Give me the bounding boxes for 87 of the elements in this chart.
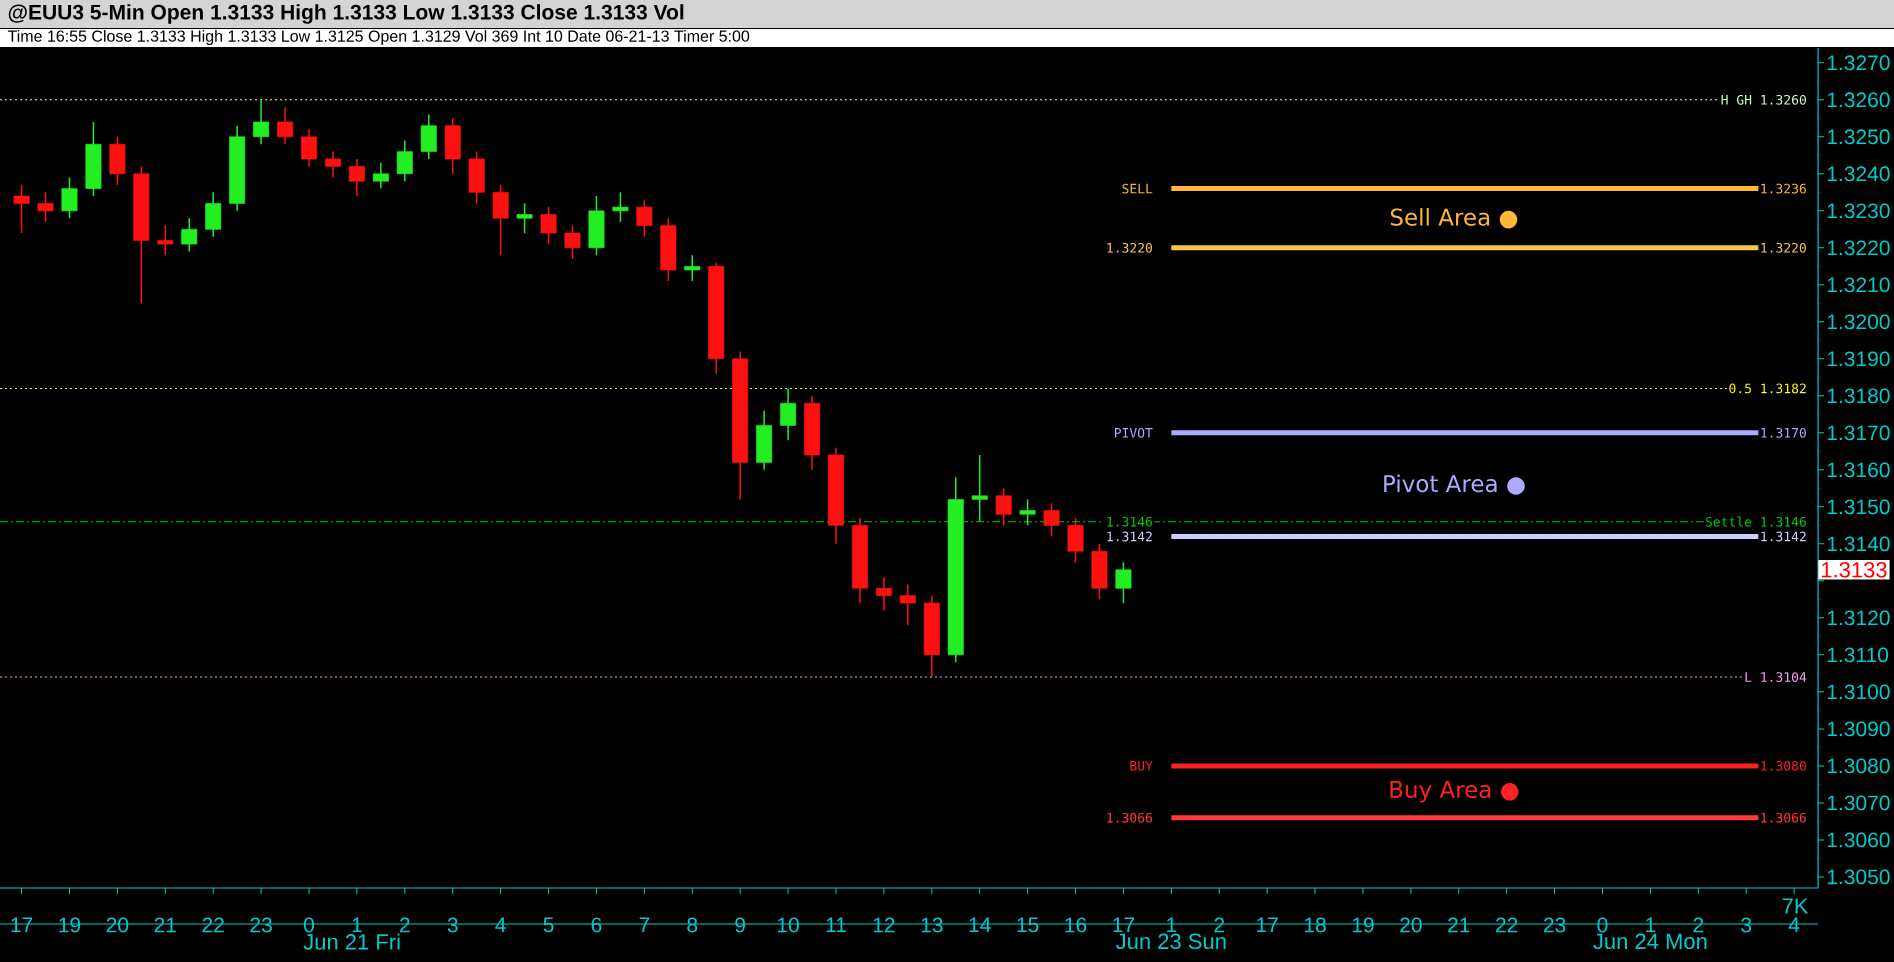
text: Jun 23 Sun <box>1116 933 1226 950</box>
chart-subtitle: Time 16:55 Close 1.3133 High 1.3133 Low 1.3125 Open 1.3129 Vol 369 Int 10 Date 06-21-13 Timer 5:00 <box>7 30 750 45</box>
annotation: PIVOT <box>1114 427 1153 438</box>
x-tick-label: 22 <box>1496 917 1518 933</box>
y-tick-label: 1.3140 <box>1827 536 1890 552</box>
x-tick-label: 13 <box>921 917 943 933</box>
y-tick-label: 1.3260 <box>1827 92 1890 108</box>
y-tick-label: 1.3070 <box>1827 795 1890 811</box>
ref-line-label: 1.3080 <box>1761 760 1806 771</box>
annotation: BUY <box>1130 761 1153 771</box>
y-tick-label: 1.3250 <box>1827 129 1890 145</box>
x-tick-label: 15 <box>1017 917 1039 933</box>
x-tick-label: 17 <box>1113 917 1135 932</box>
annotation: Pivot Area ● <box>1384 474 1525 495</box>
y-tick-label: 1.3230 <box>1827 203 1890 219</box>
x-tick-label: 1 <box>352 917 362 932</box>
ref-line-label: 0.5 1.3182 <box>1729 383 1806 394</box>
x-tick-label: 5 <box>543 917 554 933</box>
text: Jun 24 Mon <box>1593 933 1707 950</box>
annotation: SELL <box>1122 183 1153 194</box>
ref-line-label: 1.3170 <box>1761 427 1806 438</box>
x-tick-label: 18 <box>1304 917 1326 933</box>
y-tick-label: 1.3050 <box>1827 869 1890 885</box>
y-tick-label: 1.3210 <box>1827 277 1890 293</box>
x-tick-label: 8 <box>687 917 698 933</box>
x-tick-label: 4 <box>1788 917 1800 932</box>
x-tick-label: 22 <box>202 917 224 933</box>
x-tick-label: 0 <box>303 917 315 933</box>
ref-line-label: H GH 1.3260 <box>1721 94 1806 105</box>
x-tick-label: 19 <box>59 917 81 933</box>
x-tick-label: 17 <box>11 917 33 932</box>
x-tick-label: 0 <box>1597 917 1608 933</box>
ref-line-label: Settle 1.3146 <box>1705 516 1806 527</box>
y-tick-label: 1.3080 <box>1827 758 1890 774</box>
y-tick-label: 1.3120 <box>1827 610 1890 626</box>
x-tick-label: 14 <box>969 917 991 932</box>
chart-title: @EUU3 5-Min Open 1.3133 High 1.3133 Low 1.3133 Close 1.3133 Vol <box>8 4 684 24</box>
annotation: Buy Area ● <box>1390 781 1519 803</box>
ref-line-label: 1.3220 <box>1761 242 1806 253</box>
x-tick-label: 23 <box>250 917 272 933</box>
ref-line-label: L 1.3104 <box>1745 672 1807 682</box>
y-tick-label: 1.3180 <box>1827 388 1890 404</box>
x-tick-label: 2 <box>400 917 410 933</box>
ref-line-label: 1.3066 <box>1761 812 1806 823</box>
annotation: Sell Area ● <box>1390 208 1518 229</box>
y-tick-label: 1.3160 <box>1827 462 1890 478</box>
x-tick-label: 16 <box>1065 917 1087 933</box>
y-tick-label: 1.3110 <box>1827 647 1889 663</box>
x-tick-label: 7 <box>639 917 650 932</box>
x-tick-label: 1 <box>1167 917 1177 932</box>
y-tick-label: 1.3170 <box>1827 425 1890 441</box>
y-tick-label: 1.3100 <box>1827 684 1890 700</box>
ref-line-label: 1.3142 <box>1761 531 1806 542</box>
y-tick-label: 1.3220 <box>1827 240 1890 256</box>
x-tick-label: 21 <box>154 917 176 933</box>
annotation: 1.3146 <box>1107 516 1153 527</box>
ref-line-label: 1.3236 <box>1761 183 1806 194</box>
x-tick-label: 21 <box>1448 917 1470 933</box>
text: 7K <box>1782 898 1809 914</box>
x-tick-label: 9 <box>735 917 746 933</box>
annotation: 1.3066 <box>1107 812 1153 823</box>
x-tick-label: 2 <box>1214 917 1225 933</box>
x-tick-label: 1 <box>1646 917 1656 932</box>
y-tick-label: 1.3190 <box>1827 351 1890 367</box>
y-tick-label: 1.3240 <box>1827 166 1890 182</box>
y-tick-label: 1.3150 <box>1827 499 1890 515</box>
y-tick-label: 1.3200 <box>1827 314 1890 330</box>
y-tick-label: 1.3060 <box>1827 832 1890 848</box>
x-tick-label: 6 <box>591 917 602 933</box>
x-tick-label: 10 <box>778 917 799 933</box>
x-tick-label: 20 <box>1400 917 1422 933</box>
x-tick-label: 20 <box>106 917 129 933</box>
x-tick-label: 2 <box>1693 917 1704 933</box>
x-tick-label: 23 <box>1543 917 1566 933</box>
y-tick-label: 1.3090 <box>1827 721 1890 737</box>
text: Jun 21 Fri <box>303 933 400 950</box>
x-tick-label: 3 <box>447 917 458 933</box>
x-tick-label: 19 <box>1352 917 1374 933</box>
x-tick-label: 3 <box>1741 917 1752 933</box>
x-tick-label: 12 <box>873 917 895 933</box>
annotation: 1.3220 <box>1107 242 1153 253</box>
text: 1.3133 <box>1821 561 1887 578</box>
y-tick-label: 1.3270 <box>1827 55 1890 71</box>
annotation: 1.3142 <box>1107 531 1152 542</box>
x-tick-label: 11 <box>826 917 846 932</box>
x-tick-label: 17 <box>1257 917 1278 932</box>
x-tick-label: 4 <box>495 917 506 932</box>
